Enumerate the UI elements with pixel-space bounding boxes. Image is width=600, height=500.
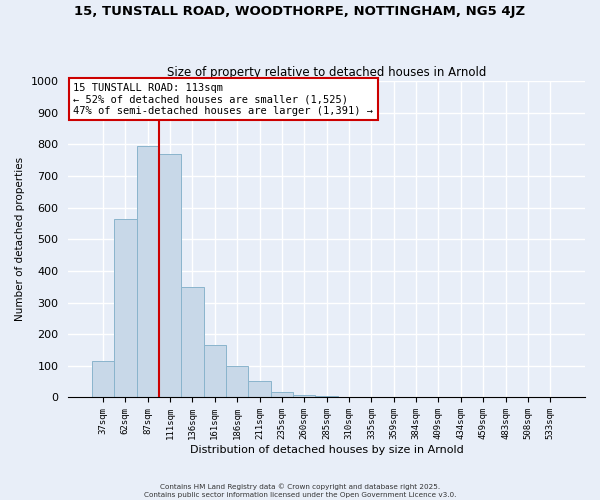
Bar [137,146,159,398]
Bar [293,395,316,398]
Y-axis label: Number of detached properties: Number of detached properties [15,157,25,322]
Bar [181,286,203,398]
Bar [271,392,293,398]
Text: 15, TUNSTALL ROAD, WOODTHORPE, NOTTINGHAM, NG5 4JZ: 15, TUNSTALL ROAD, WOODTHORPE, NOTTINGHA… [74,5,526,18]
Bar [316,396,338,398]
X-axis label: Distribution of detached houses by size in Arnold: Distribution of detached houses by size … [190,445,464,455]
Bar [203,346,226,398]
Bar [159,154,181,398]
Text: 15 TUNSTALL ROAD: 113sqm
← 52% of detached houses are smaller (1,525)
47% of sem: 15 TUNSTALL ROAD: 113sqm ← 52% of detach… [73,82,373,116]
Title: Size of property relative to detached houses in Arnold: Size of property relative to detached ho… [167,66,487,78]
Bar [92,361,114,398]
Text: Contains HM Land Registry data © Crown copyright and database right 2025.
Contai: Contains HM Land Registry data © Crown c… [144,484,456,498]
Bar [114,218,137,398]
Bar [248,381,271,398]
Bar [226,366,248,398]
